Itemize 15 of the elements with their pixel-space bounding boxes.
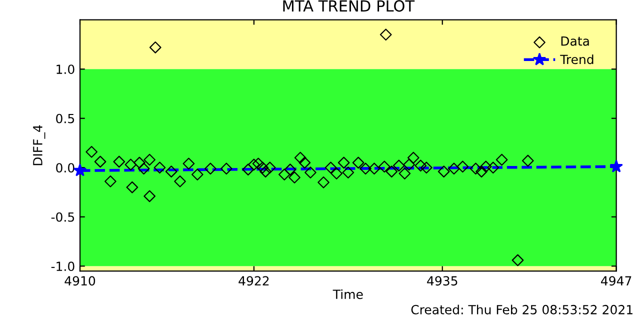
y-tick-label: 0.0	[56, 163, 74, 173]
chart-title: MTA TREND PLOT	[283, 0, 415, 12]
y-axis-title: DIFF_4	[33, 125, 46, 166]
x-tick-label: 4947	[601, 276, 632, 286]
y-tick-label: -1.0	[51, 262, 74, 272]
x-tick-label: 4910	[64, 276, 96, 286]
y-tick-label: 0.5	[56, 114, 74, 124]
y-tick-label: 1.0	[56, 64, 74, 74]
x-tick-label: 4935	[427, 276, 458, 286]
x-tick-label: 4922	[238, 276, 269, 286]
legend-label: Data	[561, 36, 589, 46]
x-axis-title: Time	[332, 289, 363, 300]
text: Created: Thu Feb 25 08:53:52 2021	[411, 304, 632, 314]
legend-label: Trend	[560, 54, 594, 64]
y-tick-label: -0.5	[51, 212, 74, 222]
